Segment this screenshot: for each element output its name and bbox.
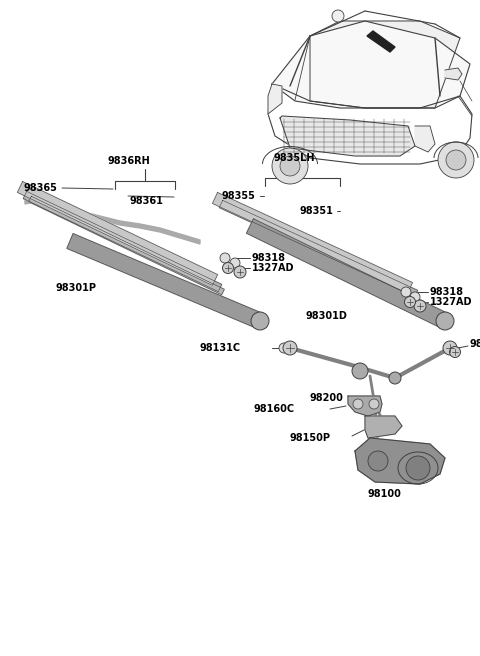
Text: 9836RH: 9836RH — [108, 156, 151, 166]
Polygon shape — [17, 182, 217, 285]
Circle shape — [280, 156, 300, 176]
Circle shape — [401, 287, 411, 297]
Circle shape — [368, 451, 388, 471]
Circle shape — [443, 341, 457, 355]
Text: 98150P: 98150P — [290, 433, 331, 443]
Polygon shape — [29, 196, 224, 295]
Text: 98200: 98200 — [310, 393, 344, 403]
Circle shape — [220, 253, 230, 263]
Circle shape — [353, 399, 363, 409]
Text: 1327AD: 1327AD — [252, 263, 295, 273]
Circle shape — [279, 343, 289, 353]
Polygon shape — [415, 126, 435, 152]
Text: 98318: 98318 — [252, 253, 286, 263]
Circle shape — [369, 399, 379, 409]
Circle shape — [272, 148, 308, 184]
Text: 98361: 98361 — [130, 196, 164, 206]
Polygon shape — [365, 416, 402, 438]
Circle shape — [436, 312, 454, 330]
Circle shape — [230, 258, 240, 268]
Circle shape — [406, 456, 430, 480]
Text: 98318: 98318 — [430, 287, 464, 297]
Circle shape — [283, 341, 297, 355]
Polygon shape — [280, 116, 415, 156]
Circle shape — [414, 300, 426, 312]
Polygon shape — [213, 193, 412, 293]
Circle shape — [446, 150, 466, 170]
Circle shape — [352, 363, 368, 379]
Text: 1327AD: 1327AD — [430, 297, 472, 307]
Circle shape — [405, 297, 416, 308]
Polygon shape — [25, 199, 200, 244]
Text: 98365: 98365 — [24, 183, 58, 193]
Polygon shape — [247, 219, 448, 328]
Text: 98160C: 98160C — [253, 404, 294, 414]
Text: 98355: 98355 — [222, 191, 256, 201]
Polygon shape — [348, 396, 382, 416]
Polygon shape — [23, 192, 222, 292]
Polygon shape — [310, 21, 460, 108]
Text: 98351: 98351 — [300, 206, 334, 216]
Circle shape — [223, 262, 233, 274]
Text: 98301P: 98301P — [55, 283, 96, 293]
Polygon shape — [367, 31, 395, 52]
Polygon shape — [445, 68, 462, 80]
Polygon shape — [219, 200, 418, 298]
Polygon shape — [67, 234, 263, 329]
Text: 98131C: 98131C — [470, 339, 480, 349]
Circle shape — [389, 372, 401, 384]
Text: 9835LH: 9835LH — [274, 153, 315, 163]
Circle shape — [332, 10, 344, 22]
Text: 98301D: 98301D — [305, 311, 347, 321]
Polygon shape — [355, 438, 445, 484]
Circle shape — [449, 346, 460, 358]
Circle shape — [251, 312, 269, 330]
Circle shape — [438, 142, 474, 178]
Circle shape — [410, 292, 420, 302]
Text: 98131C: 98131C — [200, 343, 241, 353]
Polygon shape — [268, 84, 282, 114]
Polygon shape — [272, 21, 470, 108]
Circle shape — [234, 266, 246, 278]
Text: 98100: 98100 — [368, 489, 402, 499]
